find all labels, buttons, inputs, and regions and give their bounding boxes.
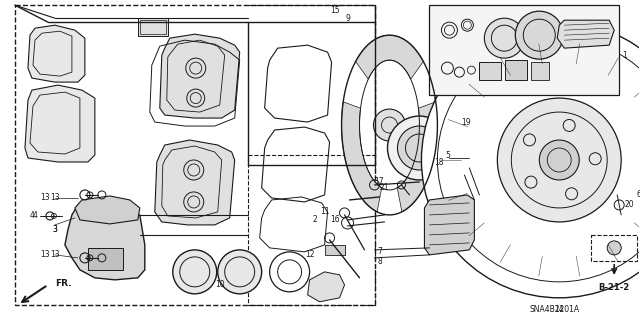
Bar	[591, 235, 637, 261]
Bar	[324, 245, 344, 255]
Bar	[15, 5, 374, 305]
Text: 12: 12	[305, 250, 314, 259]
Polygon shape	[342, 102, 381, 212]
Text: 17: 17	[374, 177, 384, 187]
Text: SNA4B2201A: SNA4B2201A	[529, 305, 579, 314]
Circle shape	[422, 22, 640, 298]
Bar	[138, 18, 168, 36]
Text: 1: 1	[622, 51, 627, 60]
Circle shape	[173, 250, 217, 294]
Bar	[140, 20, 166, 34]
Text: 18: 18	[435, 159, 444, 167]
Text: 5: 5	[445, 151, 450, 160]
Circle shape	[447, 136, 531, 220]
Text: 6: 6	[637, 190, 640, 199]
Text: 20: 20	[625, 200, 634, 210]
Circle shape	[515, 11, 563, 59]
Polygon shape	[424, 195, 474, 255]
Text: B-21-2: B-21-2	[598, 283, 630, 292]
Bar	[88, 248, 123, 270]
Polygon shape	[557, 20, 614, 48]
Polygon shape	[160, 34, 240, 118]
Circle shape	[484, 18, 524, 58]
Circle shape	[497, 98, 621, 222]
Text: 3: 3	[52, 226, 58, 234]
Circle shape	[397, 126, 442, 170]
Circle shape	[387, 116, 451, 180]
Text: 13: 13	[40, 193, 50, 203]
Circle shape	[540, 140, 579, 180]
Text: 13: 13	[50, 193, 60, 203]
Text: 16: 16	[330, 215, 339, 225]
Bar	[479, 62, 501, 80]
Polygon shape	[28, 25, 85, 82]
Text: 19: 19	[461, 117, 471, 127]
Text: 8: 8	[377, 257, 382, 266]
Polygon shape	[25, 85, 95, 162]
Text: 9: 9	[345, 14, 350, 23]
Bar	[506, 60, 527, 80]
Circle shape	[472, 160, 508, 196]
Text: 3: 3	[52, 226, 58, 234]
Bar	[531, 62, 549, 80]
Circle shape	[607, 241, 621, 255]
Circle shape	[374, 109, 406, 141]
Text: 4: 4	[29, 211, 35, 220]
Text: 21: 21	[380, 183, 389, 192]
Text: 13: 13	[40, 250, 50, 259]
Text: 14: 14	[554, 305, 564, 314]
Text: 13: 13	[50, 250, 60, 259]
Circle shape	[218, 250, 262, 294]
Text: 4: 4	[33, 211, 37, 220]
Polygon shape	[429, 5, 619, 95]
Bar	[248, 155, 374, 305]
Text: 2: 2	[312, 215, 317, 225]
Polygon shape	[308, 272, 344, 302]
Text: 7: 7	[377, 247, 382, 256]
Text: 11: 11	[320, 207, 330, 216]
Polygon shape	[155, 140, 235, 225]
Polygon shape	[65, 202, 145, 280]
Polygon shape	[356, 35, 424, 79]
Text: FR.: FR.	[55, 279, 72, 288]
Text: 10: 10	[215, 280, 225, 289]
Polygon shape	[75, 196, 140, 224]
Text: 15: 15	[330, 6, 339, 15]
Polygon shape	[397, 102, 437, 212]
